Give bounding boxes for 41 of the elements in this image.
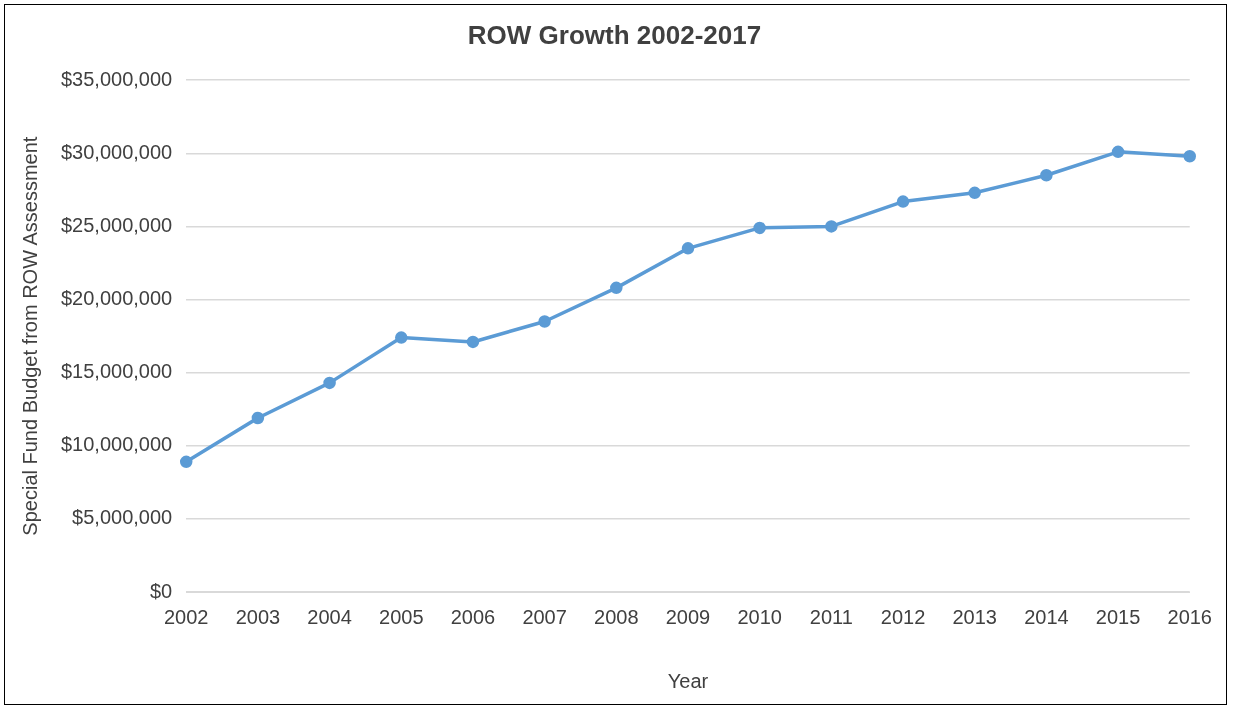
x-tick-label: 2004 bbox=[307, 605, 352, 628]
x-tick-label: 2008 bbox=[594, 605, 639, 628]
x-tick-label: 2003 bbox=[235, 605, 281, 628]
point bbox=[1040, 169, 1053, 182]
x-tick-label: 2012 bbox=[880, 605, 926, 628]
point bbox=[753, 221, 766, 235]
x-tick-label: 2014 bbox=[1024, 605, 1069, 628]
x-tick-label: 2016 bbox=[1167, 605, 1212, 628]
y-axis-title: Special Fund Budget from ROW Assessment bbox=[18, 136, 41, 536]
point bbox=[251, 411, 265, 425]
point bbox=[466, 335, 480, 349]
y-tick-label: $10,000,000 bbox=[60, 433, 173, 456]
x-axis-title: Year bbox=[667, 669, 709, 692]
y-tick-label: $35,000,000 bbox=[60, 67, 173, 90]
x-tick-label: 2010 bbox=[737, 605, 782, 628]
point bbox=[681, 242, 695, 255]
x-tick-label: 2007 bbox=[522, 605, 567, 628]
x-tick-label: 2011 bbox=[809, 605, 853, 628]
point bbox=[179, 455, 193, 469]
y-tick-label: $5,000,000 bbox=[72, 506, 173, 529]
point bbox=[825, 220, 838, 233]
y-tick-label: $15,000,000 bbox=[60, 360, 173, 383]
x-tick-label: 2009 bbox=[665, 605, 711, 628]
point bbox=[968, 186, 981, 200]
point bbox=[395, 331, 408, 344]
x-tick-label: 2013 bbox=[952, 605, 997, 628]
x-tick-label: 2002 bbox=[163, 605, 209, 628]
point bbox=[323, 376, 336, 390]
point bbox=[610, 281, 623, 295]
y-tick-label: $30,000,000 bbox=[60, 140, 173, 163]
point bbox=[896, 195, 910, 208]
point bbox=[1183, 149, 1196, 163]
chart-title: ROW Growth 2002-2017 bbox=[467, 19, 762, 50]
y-tick-label: $25,000,000 bbox=[60, 213, 173, 236]
x-tick-label: 2006 bbox=[450, 605, 496, 628]
y-tick-label: $20,000,000 bbox=[60, 287, 173, 310]
point bbox=[538, 315, 551, 328]
y-tick-label: $0 bbox=[149, 579, 173, 602]
point bbox=[1111, 145, 1125, 159]
x-tick-label: 2015 bbox=[1095, 605, 1141, 628]
x-tick-label: 2005 bbox=[379, 605, 424, 628]
